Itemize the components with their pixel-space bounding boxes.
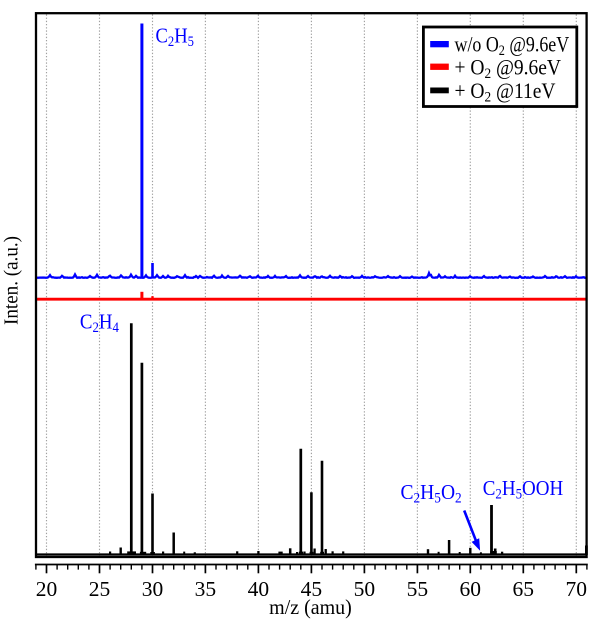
svg-text:40: 40 xyxy=(248,577,270,601)
svg-text:Inten. (a.u.): Inten. (a.u.) xyxy=(1,236,23,325)
svg-text:m/z (amu): m/z (amu) xyxy=(269,595,352,619)
svg-text:C2H5O2: C2H5O2 xyxy=(401,480,462,507)
svg-text:45: 45 xyxy=(301,577,323,601)
svg-text:70: 70 xyxy=(566,577,588,601)
svg-text:w/o O2 @9.6eV: w/o O2 @9.6eV xyxy=(455,32,570,60)
svg-text:60: 60 xyxy=(460,577,482,601)
svg-text:+ O2 @11eV: + O2 @11eV xyxy=(455,78,556,106)
svg-text:C2H4: C2H4 xyxy=(80,309,119,336)
svg-text:C2H5OOH: C2H5OOH xyxy=(483,476,564,503)
svg-text:20: 20 xyxy=(36,577,58,601)
svg-text:30: 30 xyxy=(142,577,164,601)
svg-text:35: 35 xyxy=(195,577,217,601)
svg-text:+ O2 @9.6eV: + O2 @9.6eV xyxy=(455,54,562,82)
svg-text:65: 65 xyxy=(513,577,535,601)
svg-text:25: 25 xyxy=(89,577,111,601)
svg-text:50: 50 xyxy=(354,577,376,601)
svg-text:55: 55 xyxy=(407,577,429,601)
svg-text:C2H5: C2H5 xyxy=(156,24,194,51)
